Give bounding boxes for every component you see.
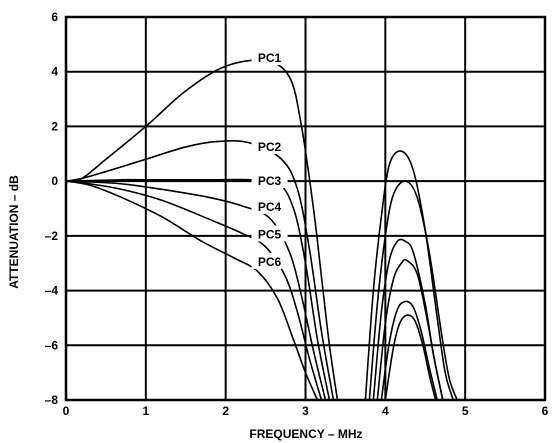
series-label-bg-5 <box>251 252 288 269</box>
series-line-pc1-stopband <box>364 150 454 401</box>
series-line-pc4 <box>65 180 327 401</box>
plot-frame <box>64 15 547 402</box>
series-line-pc6-stopband <box>384 314 437 401</box>
y-tick-label-1: 4 <box>51 65 58 79</box>
series-group <box>65 59 458 401</box>
y-tick-label-2: 2 <box>51 119 58 133</box>
series-label-pc1: PC1 <box>258 51 282 65</box>
y-tick-label-5: –4 <box>45 284 59 298</box>
series-label-pc5: PC5 <box>258 227 282 241</box>
x-tick-label-2: 2 <box>222 404 229 418</box>
series-label-bg-3 <box>251 198 288 215</box>
series-label-bg-0 <box>251 49 288 66</box>
x-tick-label-5: 5 <box>462 404 469 418</box>
series-label-pc2: PC2 <box>258 140 282 154</box>
series-line-pc2 <box>65 139 335 401</box>
y-tick-label-7: –8 <box>45 393 59 407</box>
series-line-pc3 <box>65 178 331 401</box>
series-label-pc4: PC4 <box>258 200 282 214</box>
series-label-bg-4 <box>251 225 288 242</box>
series-line-pc5-stopband <box>380 300 439 401</box>
series-line-pc6 <box>65 180 319 401</box>
y-tick-label-6: –6 <box>45 338 59 352</box>
series-label-bg-2 <box>251 172 288 189</box>
series-label-pc6: PC6 <box>258 255 282 269</box>
x-tick-label-1: 1 <box>142 404 149 418</box>
x-tick-label-4: 4 <box>382 404 389 418</box>
tick-labels: 0 1 2 3 4 5 6 6 4 2 0 –2 –4 –6 –8 <box>45 10 549 418</box>
y-axis-title: ATTENUATION – dB <box>7 175 21 289</box>
y-tick-label-3: 0 <box>51 174 58 188</box>
x-tick-label-3: 3 <box>302 404 309 418</box>
series-line-pc5 <box>65 180 323 401</box>
y-tick-label-0: 6 <box>51 10 58 24</box>
series-labels: PC1 PC2 PC3 PC4 PC5 PC6 <box>251 49 288 269</box>
x-tick-label-6: 6 <box>542 404 549 418</box>
series-line-pc2-stopband <box>368 180 458 401</box>
x-tick-label-0: 0 <box>63 404 70 418</box>
series-label-bg-1 <box>251 137 288 154</box>
series-label-pc3: PC3 <box>258 174 282 188</box>
x-axis-title: FREQUENCY – MHz <box>249 427 362 441</box>
series-line-pc4-stopband <box>376 258 444 401</box>
y-tick-label-4: –2 <box>45 229 59 243</box>
